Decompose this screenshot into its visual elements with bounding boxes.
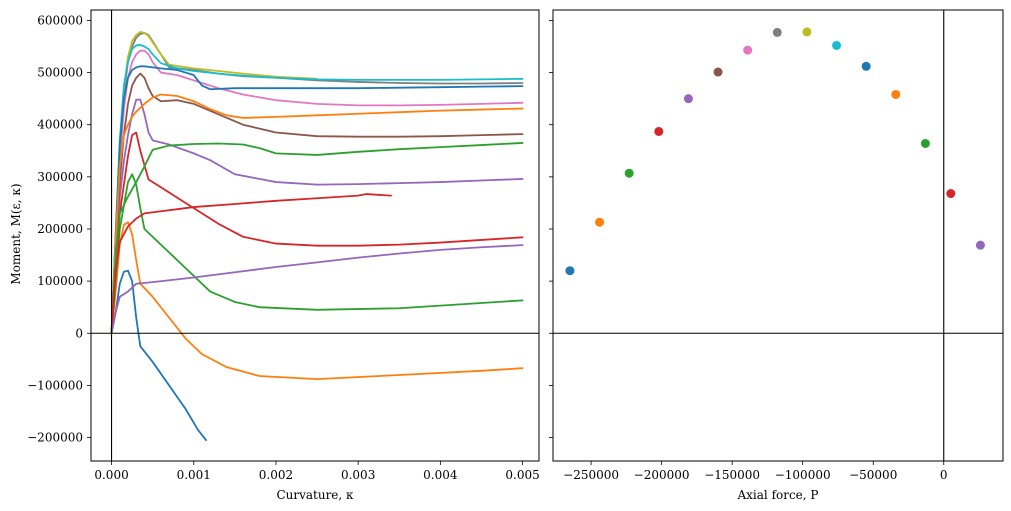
scatter-point <box>891 89 901 99</box>
left-ytick-label: 400000 <box>37 118 83 132</box>
series-line <box>110 98 524 335</box>
scatter-point <box>595 217 605 227</box>
scatter-point <box>683 94 693 104</box>
left-xtick-label: 0.001 <box>177 468 211 482</box>
scatter-point <box>975 240 985 250</box>
series-line <box>110 93 524 335</box>
left-xtick-label: 0.003 <box>341 468 375 482</box>
series-line <box>110 49 524 335</box>
left-axes: 0.000 0.001 0.002 0.003 0.004 0.005 −200000 −10… <box>27 9 540 482</box>
series-line <box>110 65 524 335</box>
scatter-point <box>920 138 930 148</box>
left-panel: 0.000 0.001 0.002 0.003 0.004 0.005 −200000 −10… <box>9 9 540 502</box>
series-line <box>110 44 524 335</box>
scatter-point <box>743 45 753 55</box>
scatter-point <box>654 126 664 136</box>
left-ylabel: Moment, M(ε, κ) <box>9 183 23 284</box>
series-line <box>110 269 207 442</box>
scatter-point <box>565 266 575 276</box>
left-xtick-label: 0.004 <box>423 468 458 482</box>
series-line <box>110 244 524 335</box>
right-xtick-label: −200000 <box>634 468 690 482</box>
scatter-point <box>713 67 723 77</box>
right-panel: −250000 −200000 −150000 −100000 −50000 0 Axia… <box>549 9 1004 502</box>
left-ytick-label: 100000 <box>37 274 83 288</box>
series-line <box>110 221 524 381</box>
series-line <box>110 72 524 335</box>
scatter-point <box>624 168 634 178</box>
left-ytick-label: −200000 <box>27 431 83 445</box>
right-xtick-label: 0 <box>940 468 948 482</box>
left-ytick-label: −100000 <box>27 378 83 392</box>
scatter-point <box>946 189 956 199</box>
right-xtick-label: −50000 <box>849 468 897 482</box>
left-xlabel: Curvature, κ <box>276 488 354 502</box>
left-xtick-label: 0.000 <box>94 468 128 482</box>
right-xlabel: Axial force, P <box>736 488 818 502</box>
scatter-point <box>861 61 871 71</box>
scatter-point <box>772 27 782 37</box>
right-xtick-label: −150000 <box>704 468 760 482</box>
left-ytick-label: 300000 <box>37 170 83 184</box>
scatter-point <box>832 40 842 50</box>
left-series-group <box>110 31 524 442</box>
series-line <box>110 173 524 335</box>
series-line <box>110 193 392 335</box>
left-ytick-label: 600000 <box>37 13 83 27</box>
left-ytick-label: 0 <box>75 326 83 340</box>
right-frame <box>552 9 1004 462</box>
left-ytick-label: 200000 <box>37 222 83 236</box>
left-frame <box>90 9 540 462</box>
series-line <box>110 131 524 335</box>
left-xtick-label: 0.002 <box>259 468 293 482</box>
series-line <box>110 142 524 335</box>
scatter-point <box>802 27 812 37</box>
right-points-group <box>565 27 985 276</box>
left-xtick-label: 0.005 <box>505 468 539 482</box>
right-xtick-label: −250000 <box>563 468 619 482</box>
left-ytick-label: 500000 <box>37 66 83 80</box>
right-axes: −250000 −200000 −150000 −100000 −50000 0 <box>549 9 1004 482</box>
right-xtick-label: −100000 <box>775 468 831 482</box>
